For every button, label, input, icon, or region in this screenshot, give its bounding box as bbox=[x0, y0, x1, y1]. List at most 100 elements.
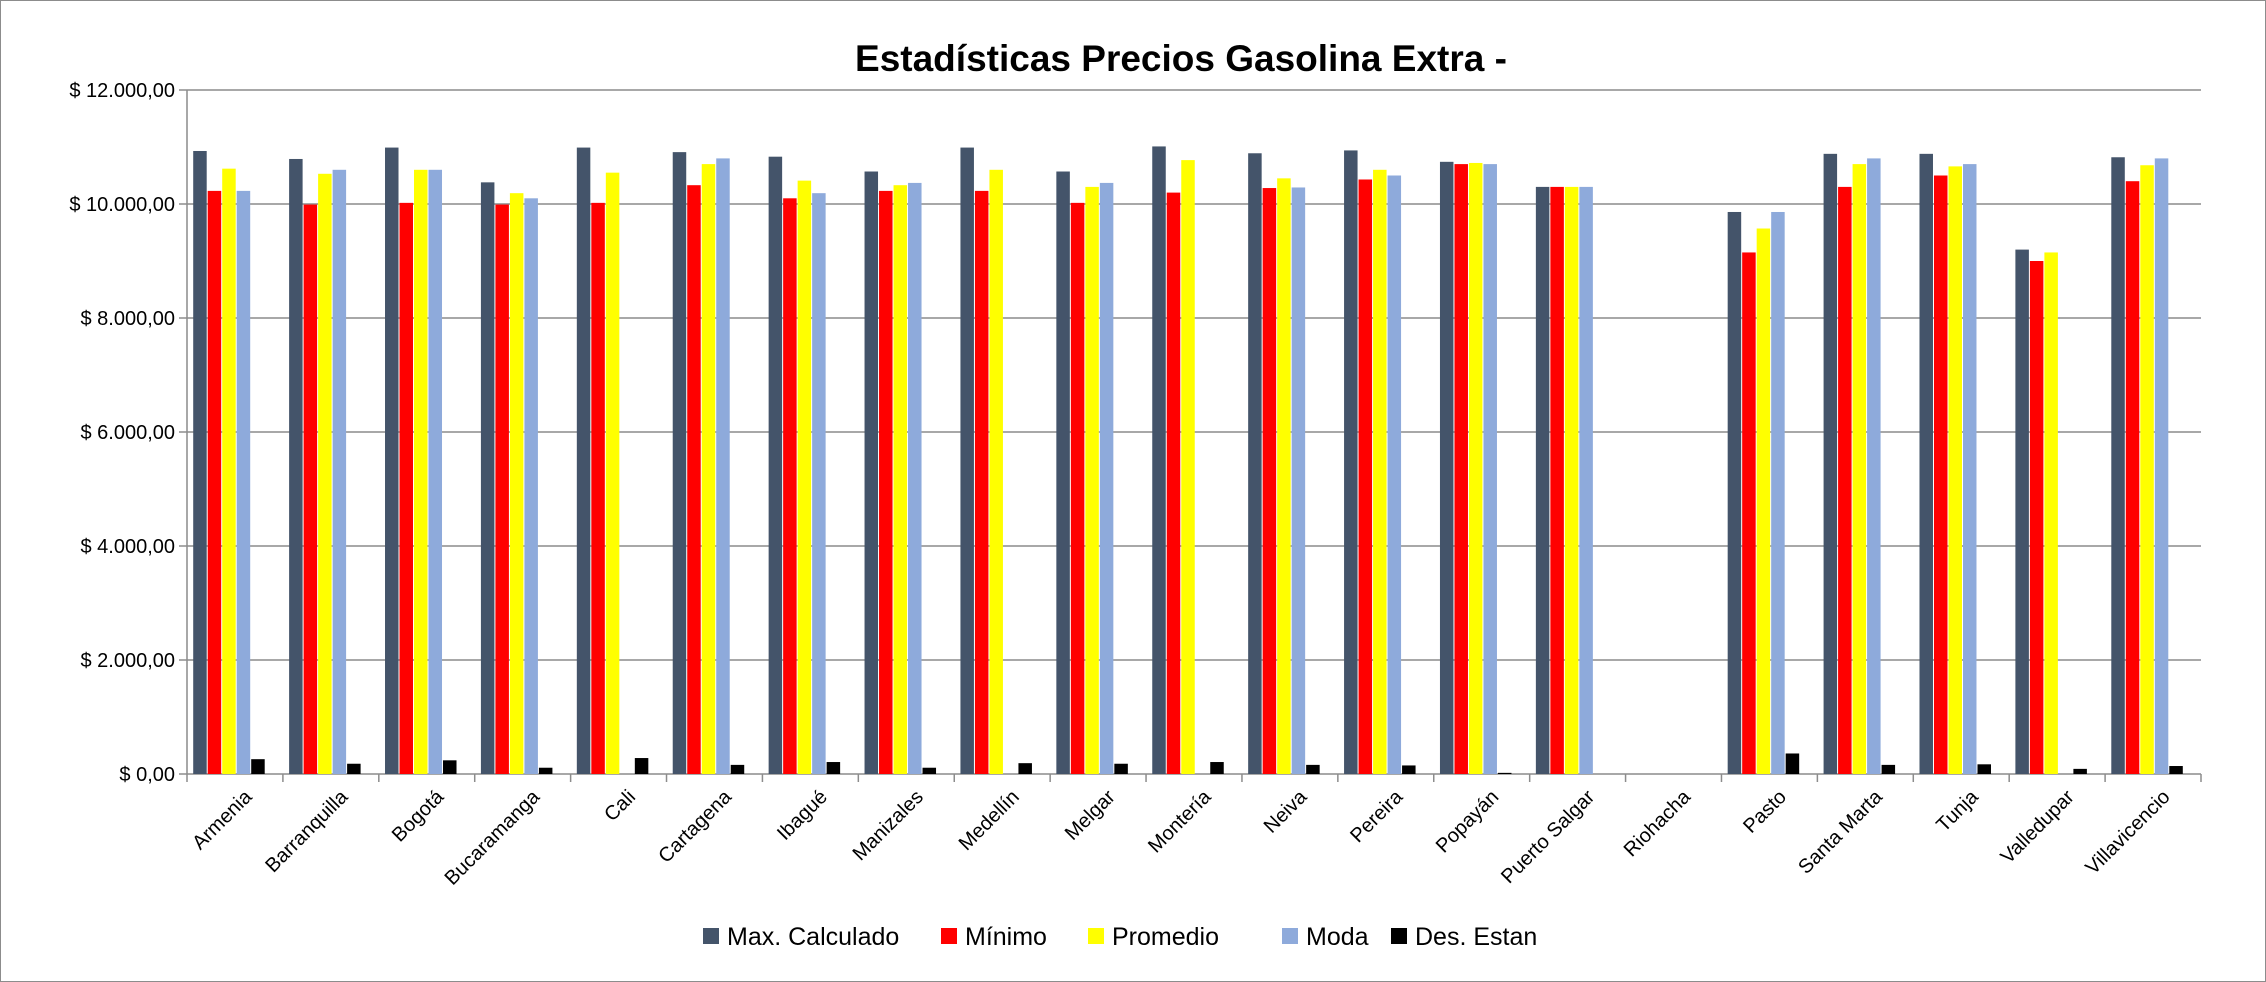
legend-swatch bbox=[941, 928, 957, 944]
bar-promedio-manizales bbox=[893, 185, 908, 774]
bar-max-calculado-barranquilla bbox=[289, 158, 303, 775]
bar-des-estan-neiva bbox=[1306, 764, 1320, 774]
x-tick-label: Pasto bbox=[1739, 786, 1791, 838]
bar-moda-barranquilla bbox=[332, 169, 347, 775]
bar-promedio-puerto-salgar bbox=[1564, 186, 1579, 774]
bar-promedio-tunja bbox=[1948, 166, 1962, 774]
bar-max-calculado-villavicencio bbox=[2111, 157, 2125, 774]
bar-des-estan-monter-a bbox=[1210, 762, 1224, 774]
bar-max-calculado-armenia bbox=[193, 150, 207, 775]
bar-moda-pasto bbox=[1771, 211, 1785, 775]
x-tick-label: Barranquilla bbox=[261, 785, 353, 877]
x-tick-label: Tunja bbox=[1932, 785, 1983, 836]
bar-promedio-pereira bbox=[1373, 169, 1387, 775]
x-tick-label: Bucaramanga bbox=[441, 785, 545, 889]
y-tick-label: $ 2.000,00 bbox=[80, 650, 175, 672]
bar-m-nimo-manizales bbox=[879, 190, 893, 774]
bar-promedio-neiva bbox=[1277, 178, 1291, 775]
legend-swatch bbox=[1088, 928, 1104, 944]
x-tick-label: Valledupar bbox=[1997, 786, 2079, 868]
y-tick-label: $ 6.000,00 bbox=[80, 422, 175, 444]
x-tick-label: Popayán bbox=[1432, 786, 1503, 857]
legend-item: Max. Calculado bbox=[703, 923, 899, 951]
bar-des-estan-popay-n bbox=[1497, 772, 1512, 774]
bar-des-estan-melgar bbox=[1114, 763, 1128, 774]
y-tick-labels: $ 0,00 $ 2.000,00 $ 4.000,00 $ 6.000,00 $ 8.… bbox=[69, 80, 175, 786]
bar-max-calculado-tunja bbox=[1919, 153, 1933, 775]
bar-des-estan-bucaramanga bbox=[538, 767, 553, 774]
bar-max-calculado-puerto-salgar bbox=[1535, 186, 1550, 774]
x-tick-label: Bogotá bbox=[388, 785, 449, 846]
bar-des-estan-pasto bbox=[1785, 753, 1800, 774]
x-tick-label: Neiva bbox=[1260, 785, 1312, 837]
x-tick-label: Montería bbox=[1144, 785, 1216, 857]
legend-label: Mínimo bbox=[965, 923, 1047, 951]
bar-m-nimo-cali bbox=[591, 202, 605, 775]
x-tick-label: Riohacha bbox=[1620, 785, 1696, 861]
bar-m-nimo-bucaramanga bbox=[495, 204, 509, 774]
bar-max-calculado-cali bbox=[576, 147, 591, 774]
bar-des-estan-bogot- bbox=[443, 760, 457, 774]
bar-m-nimo-villavicencio bbox=[2125, 181, 2140, 774]
x-tick-label: Melgar bbox=[1061, 786, 1120, 845]
bar-promedio-bogot- bbox=[414, 169, 428, 775]
legend-item: Mínimo bbox=[941, 923, 1047, 951]
legend-label: Moda bbox=[1306, 923, 1369, 951]
bar-m-nimo-tunja bbox=[1933, 175, 1948, 774]
y-tick-label: $ 12.000,00 bbox=[69, 80, 175, 102]
bar-moda-pereira bbox=[1387, 175, 1402, 774]
legend-label: Promedio bbox=[1112, 923, 1219, 951]
x-tick-label: Cartagena bbox=[654, 785, 736, 867]
bar-des-estan-valledupar bbox=[2073, 768, 2087, 774]
bar-m-nimo-monter-a bbox=[1166, 192, 1181, 775]
bar-m-nimo-ibagu- bbox=[783, 198, 797, 775]
bar-moda-cartagena bbox=[716, 158, 730, 774]
bar-des-estan-cartagena bbox=[730, 764, 745, 774]
bar-promedio-santa-marta bbox=[1852, 164, 1867, 775]
bar-des-estan-santa-marta bbox=[1881, 764, 1896, 774]
x-tick-label: Ibagué bbox=[773, 786, 832, 845]
legend-item: Moda bbox=[1282, 923, 1369, 951]
bar-moda-melgar bbox=[1099, 182, 1114, 774]
y-tick-label: $ 10.000,00 bbox=[69, 194, 175, 216]
legend-swatch bbox=[1282, 928, 1298, 944]
bar-m-nimo-puerto-salgar bbox=[1550, 186, 1564, 774]
bar-promedio-cartagena bbox=[701, 164, 716, 775]
x-tick-label: Puerto Salgar bbox=[1497, 786, 1599, 888]
bars bbox=[193, 146, 2183, 775]
bar-des-estan-villavicencio bbox=[2169, 766, 2183, 774]
bar-m-nimo-melgar bbox=[1070, 202, 1085, 775]
x-tick-label: Medellín bbox=[955, 786, 1024, 855]
bar-moda-manizales bbox=[908, 182, 922, 774]
bar-max-calculado-bucaramanga bbox=[480, 182, 495, 775]
bar-promedio-pasto bbox=[1756, 228, 1771, 774]
bar-m-nimo-neiva bbox=[1262, 188, 1277, 775]
bar-max-calculado-valledupar bbox=[2015, 249, 2029, 775]
bar-promedio-melgar bbox=[1085, 186, 1099, 774]
bar-des-estan-medell-n bbox=[1018, 763, 1032, 774]
y-tick-label: $ 0,00 bbox=[119, 764, 175, 786]
x-tick-label: Santa Marta bbox=[1794, 785, 1887, 878]
legend-item: Promedio bbox=[1088, 923, 1219, 951]
bar-promedio-armenia bbox=[222, 168, 236, 774]
bar-max-calculado-manizales bbox=[864, 171, 879, 774]
bar-des-estan-cali bbox=[634, 758, 649, 774]
legend-swatch bbox=[703, 928, 719, 944]
bar-m-nimo-popay-n bbox=[1454, 164, 1468, 775]
bar-des-estan-armenia bbox=[251, 759, 265, 774]
bar-des-estan-tunja bbox=[1977, 764, 1991, 774]
bar-moda-popay-n bbox=[1483, 164, 1497, 775]
bar-m-nimo-bogot- bbox=[399, 202, 414, 775]
bar-max-calculado-bogot- bbox=[385, 147, 399, 774]
bar-max-calculado-pereira bbox=[1344, 150, 1358, 775]
bar-m-nimo-santa-marta bbox=[1838, 186, 1852, 774]
bar-promedio-cali bbox=[605, 172, 620, 774]
bar-moda-neiva bbox=[1291, 187, 1306, 775]
x-tick-label: Villavicencio bbox=[2081, 786, 2174, 879]
bar-des-estan-barranquilla bbox=[347, 763, 361, 774]
legend-swatch bbox=[1391, 928, 1407, 944]
bar-m-nimo-medell-n bbox=[974, 190, 989, 774]
